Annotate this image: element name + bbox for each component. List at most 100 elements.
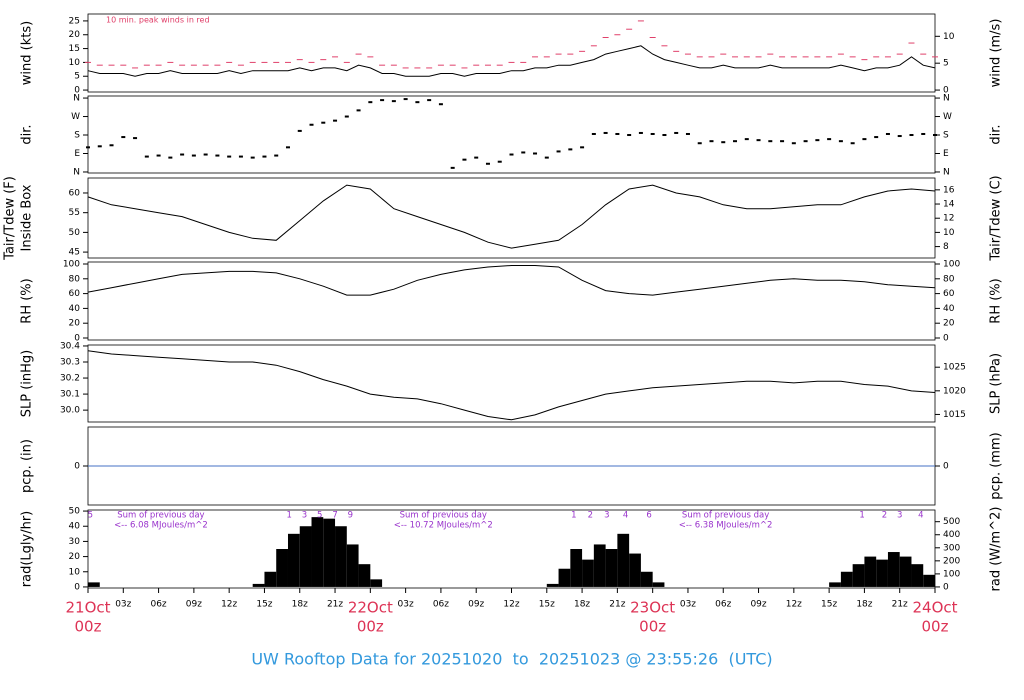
rad-bar [911,564,924,587]
y-tick-label: 0 [74,334,80,344]
y-axis-label: Tair/Tdew (F) [3,176,18,261]
sum-title: Sum of previous day [400,511,487,521]
x-tick-label: 18z [856,600,872,610]
dir-point [333,119,338,122]
rad-bar [358,564,371,587]
series-line [87,45,936,77]
dir-point [86,146,90,149]
dir-point [462,158,467,161]
x-tick-label: 00z [639,618,666,636]
y-tick-label: 30.3 [60,358,80,368]
y-tick-label: 55 [69,208,80,218]
dir-point [521,151,526,154]
dir-point [238,155,243,158]
dir-point [874,136,879,139]
x-tick-label: 12z [503,600,519,610]
rad-bar [323,518,336,587]
rad-bar [629,553,641,587]
x-tick-label: 06z [715,600,731,610]
rad-bar [840,571,853,587]
y-tick-label: 25 [69,16,80,26]
dir-point [603,131,608,134]
rad-bar [605,549,618,587]
dir-point [497,160,502,163]
dir-point [109,144,114,147]
rad-bar [593,544,606,587]
y-tick-label: N [73,94,80,104]
rad-bar [346,544,359,587]
y2-axis-label: Tair/Tdew (C) [989,175,1004,261]
series-line [87,184,936,249]
hour-mark: 1 [859,511,864,521]
x-tick-label: 12z [221,600,237,610]
dir-point [191,154,196,157]
day-label: 24Oct [912,599,957,617]
panel-frame [87,177,936,259]
x-tick-label: 15z [821,600,837,610]
y-tick-label: 30.2 [60,374,80,384]
y2-tick-label: 80 [943,274,955,284]
y2-tick-label: 500 [943,517,960,527]
dir-point [744,138,749,141]
dir-point [685,132,690,135]
day-label: 23Oct [630,599,675,617]
y2-tick-label: 1020 [943,386,966,396]
x-tick-label: 15z [256,600,272,610]
annotation: 10 min. peak winds in red [106,16,210,25]
y-tick-label: 40 [69,304,81,314]
y-tick-label: 20 [69,30,81,40]
sum-title: Sum of previous day [117,511,204,521]
panel-frame [87,261,936,341]
y-tick-label: 30 [69,537,81,547]
y-tick-label: 60 [69,188,81,198]
hour-mark: 2 [882,511,887,521]
y-tick-label: 0 [74,462,80,472]
hour-mark: 3 [897,511,902,521]
dir-point [227,155,232,158]
y2-axis-label: RH (%) [989,278,1004,323]
y-axis-label: Inside Box [20,184,35,251]
y-tick-label: 60 [69,289,81,299]
hour-mark: 6 [646,511,651,521]
y-tick-label: 50 [69,507,81,517]
dir-point [403,98,408,101]
dir-point [627,134,632,137]
y2-tick-label: 10 [943,32,955,42]
y2-tick-label: W [943,112,952,122]
y2-tick-label: 0 [943,334,949,344]
rad-bar [546,583,559,587]
footer-title: UW Rooftop Data for 20251020 to 20251023… [251,650,772,669]
day-label: 22Oct [348,599,393,617]
x-tick-label: 03z [115,600,131,610]
rad-bar [887,552,900,587]
rad-bar [287,533,300,587]
dir-point [262,155,267,158]
x-tick-label: 09z [186,600,202,610]
dir-point [580,146,585,149]
y2-axis-label: SLP (hPa) [989,353,1004,414]
rad-bar [582,559,594,587]
x-tick-label: 00z [922,618,949,636]
y-tick-label: 45 [69,248,80,258]
dir-point [591,132,596,135]
dir-point [721,141,726,144]
y2-tick-label: 12 [943,214,954,224]
y2-tick-label: 0 [943,86,949,96]
rad-bar [276,549,288,587]
rad-bar [311,517,324,587]
dir-point [709,140,714,143]
dir-point [391,100,396,103]
x-tick-label: 12z [786,600,802,610]
y-tick-label: W [71,112,80,122]
dir-point [438,103,443,106]
y2-tick-label: 20 [943,319,955,329]
x-tick-label: 18z [292,600,308,610]
dir-point [356,109,361,112]
dir-point [250,156,255,159]
dir-point [474,156,479,159]
y-tick-label: 0 [74,582,80,592]
x-tick-label: 18z [574,600,590,610]
dir-point [156,154,161,157]
dir-point [674,131,679,134]
